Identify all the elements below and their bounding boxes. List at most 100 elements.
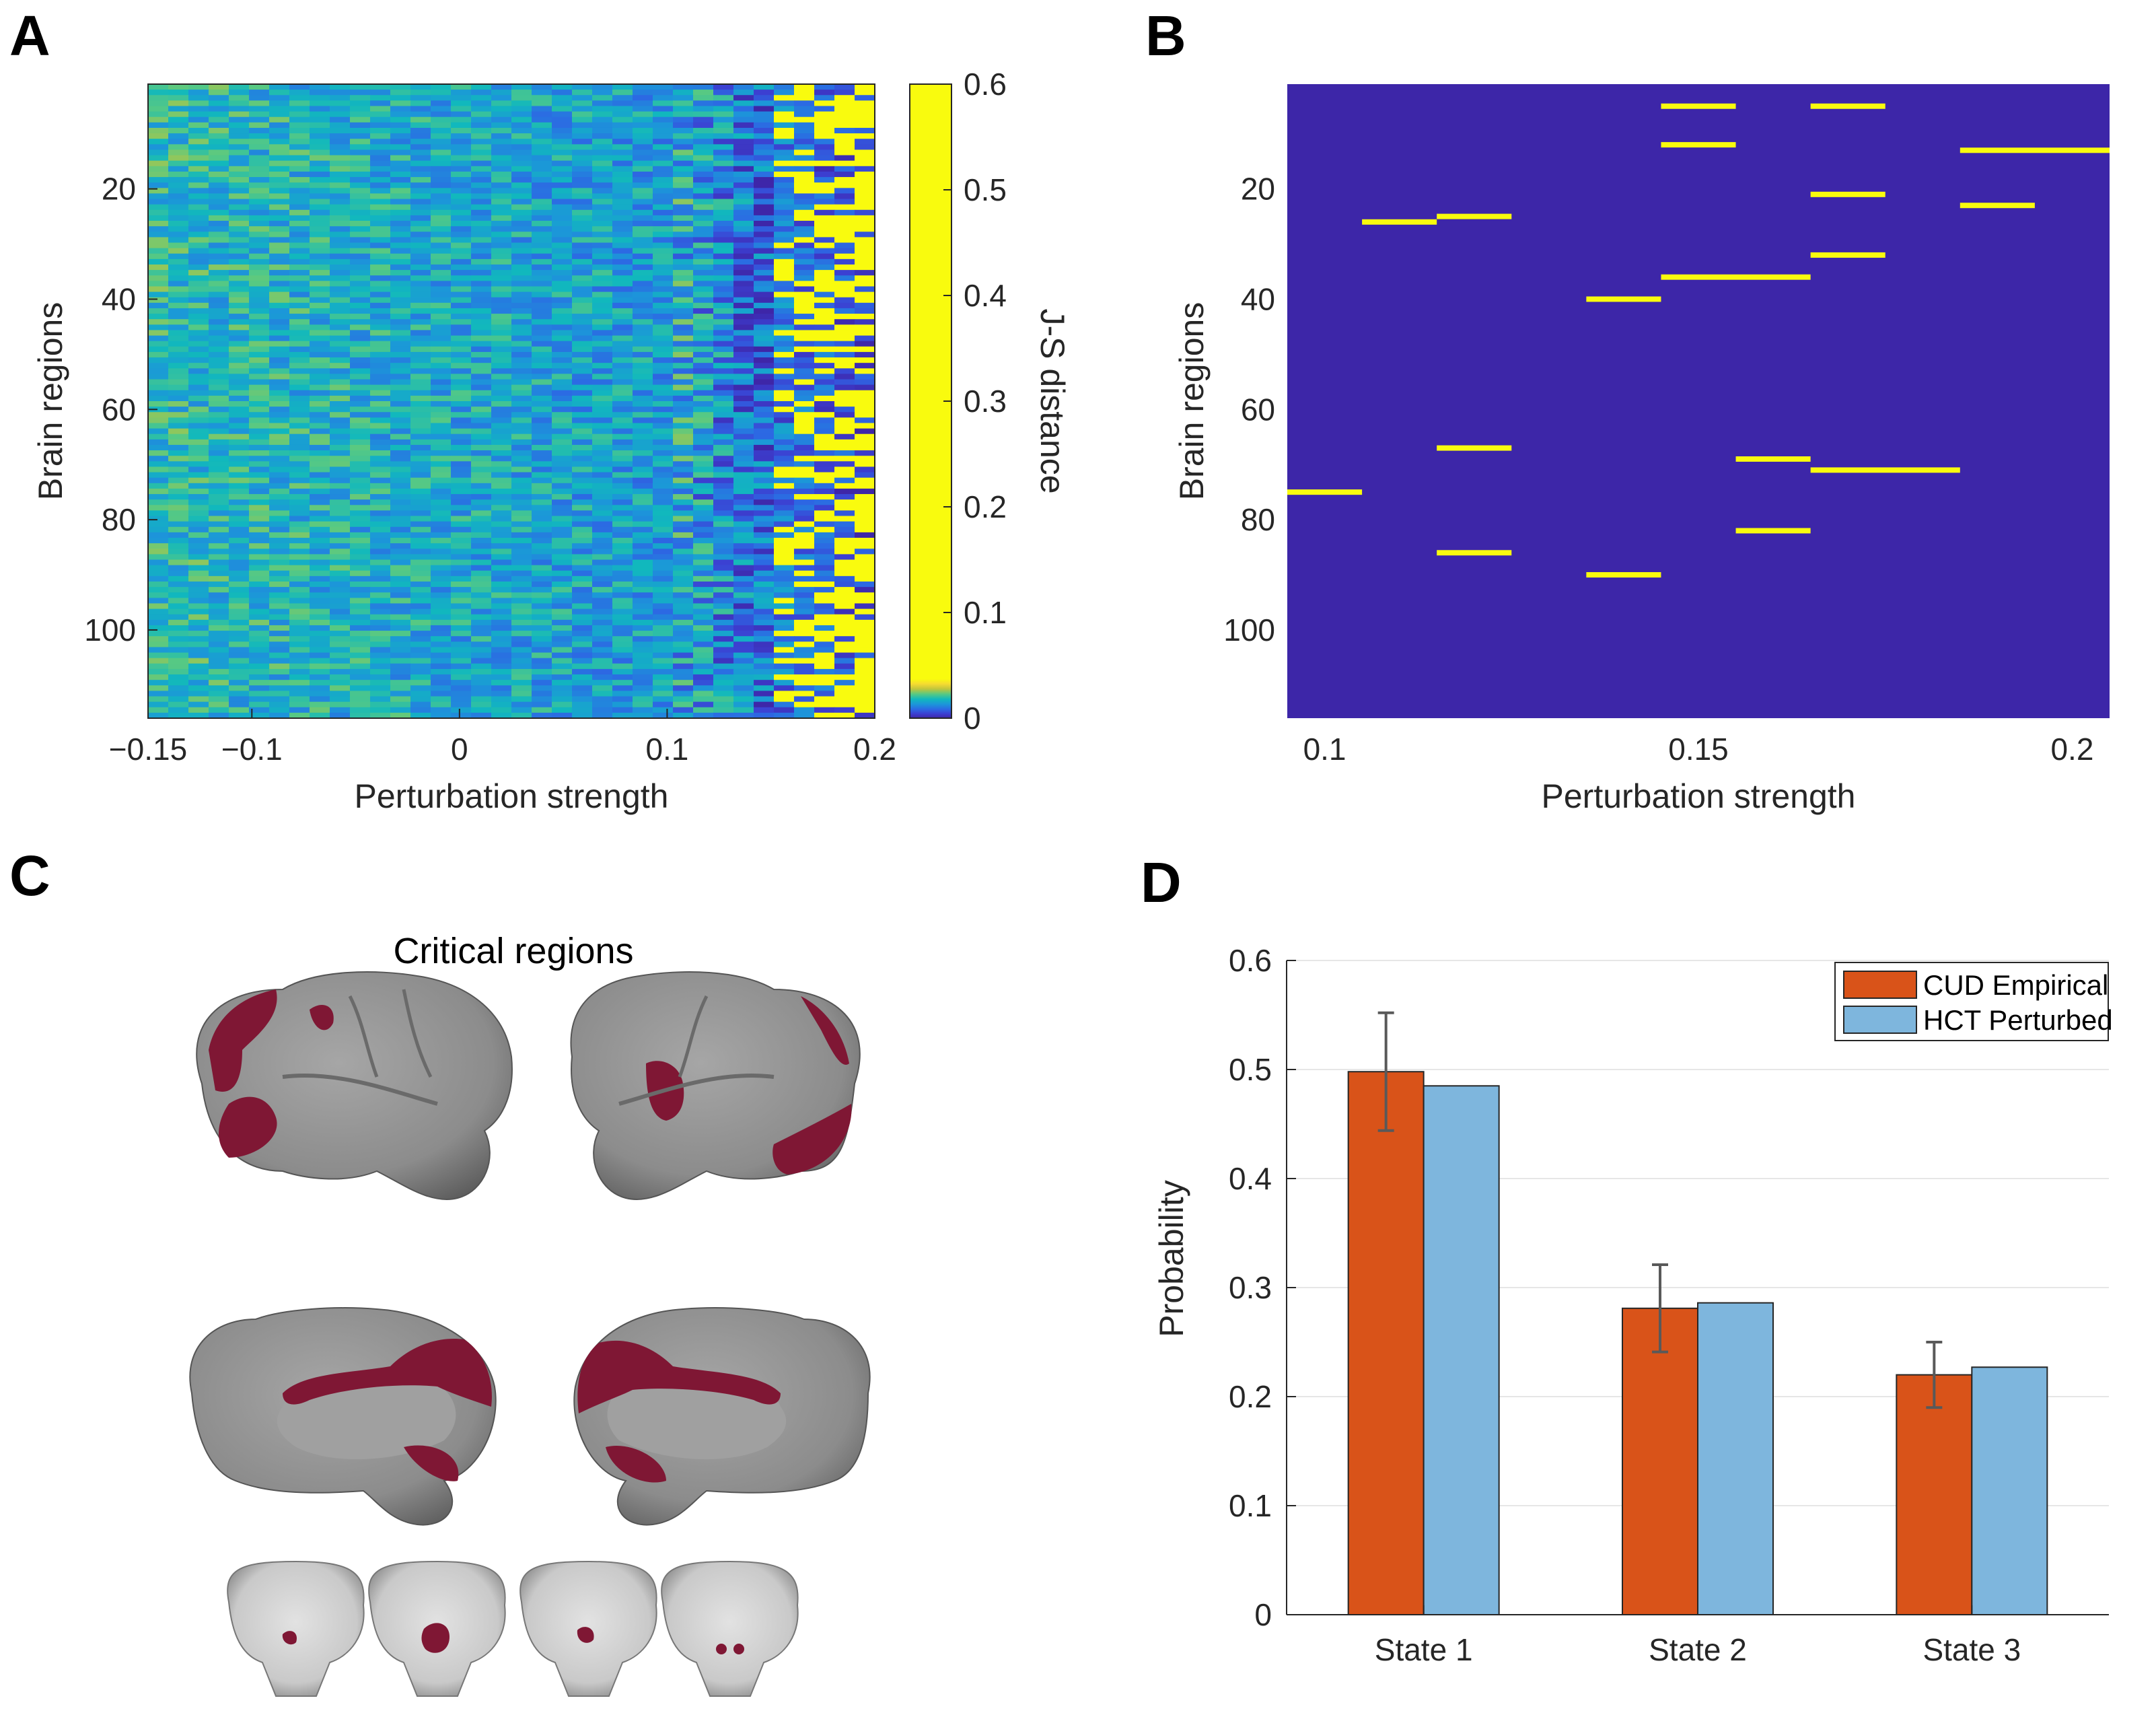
heatmap-a-cell	[794, 133, 815, 139]
heatmap-a-cell	[269, 368, 290, 374]
heatmap-a-cell	[572, 401, 593, 407]
heatmap-a-cell	[451, 341, 472, 347]
heatmap-a-cell	[673, 663, 694, 670]
heatmap-a-cell	[451, 95, 472, 101]
heatmap-a-cell	[370, 127, 391, 134]
heatmap-a-cell	[310, 712, 330, 719]
heatmap-a-cell	[209, 412, 229, 418]
heatmap-a-cell	[209, 652, 229, 659]
heatmap-a-cell	[592, 341, 613, 347]
heatmap-a-cell	[168, 302, 189, 309]
heatmap-a-cell	[774, 488, 795, 495]
heatmap-a-cell	[633, 302, 653, 309]
heatmap-a-cell	[713, 270, 734, 276]
heatmap-a-cell	[148, 226, 169, 232]
heatmap-a-cell	[390, 494, 411, 500]
heatmap-a-cell	[713, 412, 734, 418]
heatmap-a-cell	[370, 636, 391, 642]
heatmap-a-cell	[733, 543, 754, 549]
heatmap-a-cell	[148, 559, 169, 566]
heatmap-a-cell	[209, 505, 229, 512]
heatmap-a-cell	[451, 204, 472, 211]
heatmap-a-cell	[673, 177, 694, 183]
heatmap-a-cell	[754, 106, 775, 112]
heatmap-a-cell	[491, 466, 512, 473]
heatmap-a-cell	[390, 155, 411, 162]
heatmap-a-cell	[693, 226, 714, 232]
heatmap-a-cell	[814, 193, 835, 200]
heatmap-a-cell	[713, 237, 734, 244]
heatmap-a-cell	[693, 401, 714, 407]
heatmap-a-cell	[754, 171, 775, 178]
heatmap-a-cell	[511, 658, 532, 664]
heatmap-a-cell	[289, 139, 310, 145]
heatmap-a-cell	[310, 116, 330, 123]
heatmap-a-cell	[794, 232, 815, 238]
heatmap-a-cell	[592, 209, 613, 216]
heatmap-a-cell	[653, 302, 674, 309]
heatmap-a-cell	[188, 641, 209, 648]
heatmap-a-cell	[330, 95, 351, 101]
heatmap-a-cell	[249, 466, 270, 473]
heatmap-a-cell	[148, 160, 169, 167]
heatmap-a-cell	[633, 166, 653, 172]
heatmap-a-cell	[491, 215, 512, 221]
heatmap-a-cell	[431, 139, 452, 145]
heatmap-a-cell	[209, 538, 229, 544]
heatmap-a-cell	[774, 538, 795, 544]
heatmap-a-cell	[350, 351, 371, 358]
heatmap-a-cell	[310, 592, 330, 598]
heatmap-a-cell	[350, 264, 371, 271]
heatmap-a-cell	[229, 680, 250, 686]
heatmap-a-cell	[693, 237, 714, 244]
heatmap-a-cell	[471, 428, 492, 435]
heatmap-a-cell	[855, 182, 875, 188]
heatmap-a-cell	[310, 258, 330, 265]
heatmap-a-cell	[289, 166, 310, 172]
heatmap-a-cell	[774, 346, 795, 353]
heatmap-a-cell	[733, 127, 754, 134]
heatmap-a-cell	[552, 160, 573, 167]
heatmap-a-cell	[168, 368, 189, 374]
heatmap-a-cell	[310, 691, 330, 697]
heatmap-a-cell	[209, 417, 229, 424]
heatmap-a-cell	[834, 412, 855, 418]
heatmap-a-cell	[834, 193, 855, 200]
heatmap-a-cell	[774, 199, 795, 205]
heatmap-a-cell	[855, 177, 875, 183]
heatmap-a-cell	[148, 232, 169, 238]
heatmap-a-cell	[633, 199, 653, 205]
heatmap-a-cell	[633, 395, 653, 402]
heatmap-a-cell	[471, 308, 492, 314]
heatmap-a-cell	[289, 374, 310, 380]
heatmap-a-cell	[471, 139, 492, 145]
heatmap-a-cell	[350, 663, 371, 670]
heatmap-a-cell	[532, 647, 552, 654]
heatmap-a-cell	[855, 237, 875, 244]
heatmap-a-cell	[834, 641, 855, 648]
heatmap-a-cell	[532, 587, 552, 593]
heatmap-a-cell	[814, 526, 835, 533]
heatmap-a-cell	[350, 641, 371, 648]
heatmap-a-cell	[310, 155, 330, 162]
heatmap-a-cell	[794, 335, 815, 342]
heatmap-a-cell	[633, 483, 653, 489]
heatmap-a-cell	[552, 712, 573, 719]
heatmap-a-cell	[713, 505, 734, 512]
heatmap-a-cell	[289, 631, 310, 637]
heatmap-a-cell	[310, 625, 330, 631]
heatmap-a-cell	[653, 680, 674, 686]
heatmap-a-cell	[532, 685, 552, 691]
heatmap-a-cell	[733, 587, 754, 593]
heatmap-a-cell	[552, 324, 573, 331]
heatmap-a-cell	[249, 363, 270, 369]
heatmap-a-cell	[249, 100, 270, 107]
heatmap-a-cell	[148, 456, 169, 462]
heatmap-a-cell	[572, 314, 593, 320]
heatmap-a-cell	[693, 286, 714, 293]
heatmap-a-cell	[269, 691, 290, 697]
heatmap-a-cell	[350, 286, 371, 293]
heatmap-a-cell	[511, 499, 532, 505]
heatmap-a-cell	[774, 232, 795, 238]
heatmap-a-cell	[612, 614, 633, 621]
